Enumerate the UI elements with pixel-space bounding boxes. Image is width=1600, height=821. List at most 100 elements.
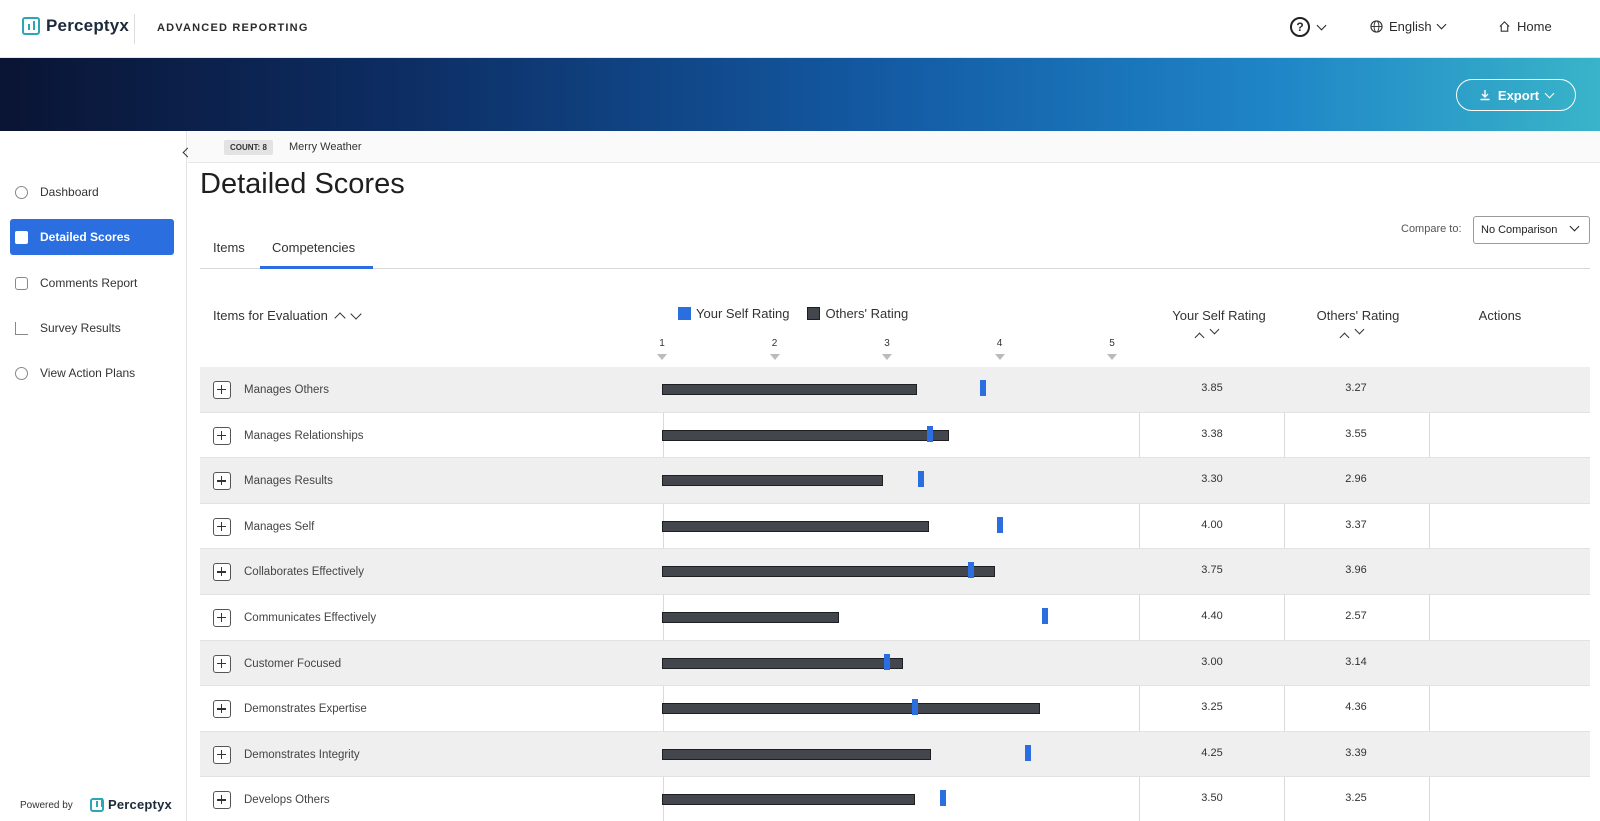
others-rating-bar	[662, 429, 949, 441]
sidebar-item-survey-results[interactable]: Survey Results	[10, 310, 174, 346]
expand-row-icon[interactable]	[213, 426, 231, 445]
sort-ascending-icon[interactable]	[334, 311, 346, 324]
language-selector[interactable]: English	[1370, 19, 1447, 34]
context-bar: COUNT: 8 Merry Weather	[188, 131, 1600, 163]
home-link[interactable]: Home	[1498, 19, 1552, 34]
expand-row-icon[interactable]	[213, 381, 231, 399]
sidebar-item-view-action-plans[interactable]: View Action Plans	[10, 355, 174, 391]
expand-row-icon[interactable]	[213, 563, 231, 582]
export-label: Export	[1497, 87, 1540, 103]
self-rating-value: 4.40	[1201, 609, 1223, 622]
expand-row-icon[interactable]	[213, 472, 231, 491]
sort-descending-icon[interactable]	[350, 307, 362, 320]
others-rating-bar	[662, 611, 839, 623]
tab-items[interactable]: Items	[213, 240, 245, 255]
table-row: Collaborates Effectively 3.75 3.96	[200, 549, 1590, 595]
sort-ascending-icon[interactable]	[1194, 332, 1205, 343]
self-rating-value: 3.75	[1201, 564, 1223, 577]
self-rating-marker	[968, 562, 975, 579]
others-rating-value: 3.14	[1345, 655, 1367, 668]
legend-others-swatch	[807, 307, 821, 320]
expand-row-icon[interactable]	[213, 745, 231, 764]
self-rating-marker	[996, 516, 1003, 533]
self-rating-value: 3.30	[1201, 473, 1223, 486]
self-rating-marker	[940, 790, 947, 807]
items-column-header: Items for Evaluation	[213, 307, 362, 324]
perceptyx-logo[interactable]: Perceptyx	[22, 16, 129, 36]
sidebar-item-comments-report[interactable]: Comments Report	[10, 265, 174, 301]
others-rating-column-header: Others' Rating	[1316, 308, 1400, 323]
sidebar-item-label: Survey Results	[40, 321, 121, 335]
self-rating-marker	[926, 425, 933, 442]
others-rating-value: 4.36	[1345, 701, 1367, 714]
tabs-divider	[200, 268, 1590, 269]
self-rating-sort	[1194, 324, 1220, 343]
competency-label: Manages Relationships	[244, 429, 364, 442]
competency-label: Manages Self	[244, 520, 315, 533]
self-rating-marker	[917, 471, 924, 488]
header-divider	[134, 14, 135, 44]
language-label: English	[1389, 19, 1432, 34]
axis-tick-label: 2	[771, 338, 778, 349]
self-rating-column-header: Your Self Rating	[1172, 308, 1266, 323]
chevron-down-icon	[1569, 221, 1580, 232]
legend-self-label: Your Self Rating	[696, 306, 790, 321]
sidebar-item-detailed-scores[interactable]: Detailed Scores	[10, 219, 174, 255]
axis-tick-label: 5	[1109, 338, 1115, 349]
export-button[interactable]: Export	[1456, 79, 1576, 111]
others-rating-value: 3.96	[1345, 564, 1367, 577]
sort-descending-icon[interactable]	[1209, 324, 1220, 335]
bar-chart-icon	[15, 321, 28, 335]
compare-select[interactable]: No Comparison	[1473, 216, 1590, 244]
others-rating-value: 3.55	[1345, 427, 1367, 440]
download-icon	[1480, 90, 1490, 101]
check-circle-icon	[15, 366, 28, 380]
others-rating-bar	[662, 384, 918, 395]
sort-ascending-icon[interactable]	[1339, 332, 1350, 343]
expand-row-icon[interactable]	[213, 608, 231, 627]
tab-competencies[interactable]: Competencies	[272, 240, 356, 255]
competency-label: Communicates Effectively	[244, 611, 377, 624]
table-row: Manages Self 4.00 3.37	[200, 504, 1590, 550]
others-rating-bar	[662, 794, 916, 806]
table-row: Manages Others 3.85 3.27	[200, 367, 1590, 413]
help-menu[interactable]: ?	[1290, 17, 1327, 37]
expand-row-icon[interactable]	[213, 654, 231, 673]
others-rating-bar	[662, 566, 995, 578]
chevron-down-icon	[1544, 88, 1555, 98]
axis-tick-label: 4	[996, 338, 1003, 349]
table-row: Develops Others 3.50 3.25	[200, 777, 1590, 821]
logo-chart-icon	[90, 797, 104, 812]
self-rating-value: 3.50	[1201, 792, 1223, 805]
self-rating-marker	[979, 380, 986, 396]
competency-label: Manages Results	[244, 475, 333, 488]
self-rating-marker	[884, 653, 890, 670]
axis-tick-label: 3	[884, 338, 890, 349]
others-rating-bar	[662, 748, 931, 760]
self-rating-value: 3.00	[1201, 655, 1223, 668]
logo-chart-icon	[22, 17, 40, 35]
compare-label: Compare to:	[1401, 223, 1462, 235]
axis-tick-marker	[882, 354, 892, 360]
sidebar-item-dashboard[interactable]: Dashboard	[10, 174, 174, 210]
self-rating-value: 3.38	[1201, 427, 1223, 440]
expand-row-icon[interactable]	[213, 700, 231, 719]
sort-descending-icon[interactable]	[1354, 324, 1365, 335]
items-header-label: Items for Evaluation	[213, 308, 328, 323]
others-rating-value: 3.37	[1345, 518, 1367, 531]
self-rating-value: 3.85	[1201, 382, 1223, 394]
others-rating-value: 3.25	[1345, 792, 1367, 805]
competency-label: Develops Others	[244, 794, 330, 807]
table-row: Manages Results 3.30 2.96	[200, 458, 1590, 504]
expand-row-icon[interactable]	[213, 791, 231, 810]
home-icon	[1499, 21, 1510, 32]
table-row: Customer Focused 3.00 3.14	[200, 640, 1590, 687]
sidebar-item-label: View Action Plans	[40, 366, 136, 380]
expand-row-icon[interactable]	[213, 517, 231, 536]
axis-tick-marker	[1107, 354, 1117, 360]
self-rating-marker	[1041, 607, 1048, 624]
self-rating-marker	[1024, 744, 1031, 761]
table-row: Manages Relationships 3.38 3.55	[200, 413, 1590, 459]
others-rating-sort	[1339, 324, 1365, 343]
count-badge: COUNT: 8	[224, 140, 273, 155]
